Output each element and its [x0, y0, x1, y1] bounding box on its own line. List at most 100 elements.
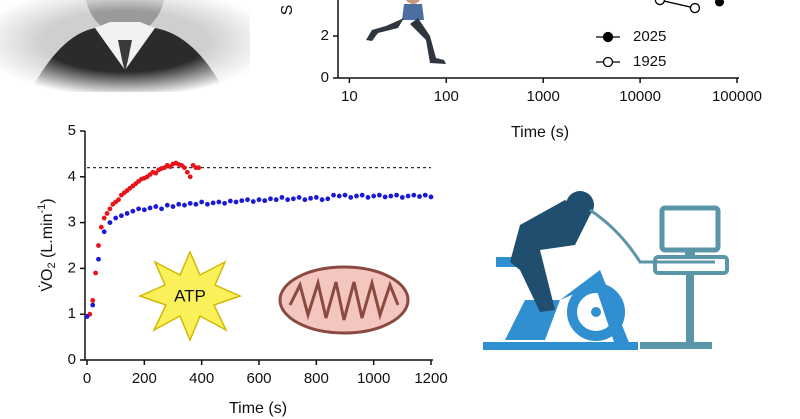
data-point — [216, 199, 222, 205]
x-tick-label: 800 — [304, 370, 329, 387]
data-point — [359, 192, 365, 198]
data-point — [187, 200, 193, 206]
data-point — [153, 170, 159, 176]
legend-marker — [602, 56, 614, 68]
data-point — [96, 243, 101, 248]
data-point — [689, 2, 701, 14]
y-axis-label-part: -1 — [36, 204, 48, 214]
data-point — [291, 196, 296, 202]
mitochondrion-icon — [278, 265, 410, 335]
legend-label: 2025 — [633, 28, 666, 45]
data-point — [124, 211, 130, 216]
data-point — [715, 0, 725, 7]
x-tick-label: 0 — [83, 370, 91, 387]
y-axis-label: S — [279, 5, 296, 16]
y-tick-label: 3 — [68, 214, 76, 231]
x-tick-label: 100 — [434, 88, 459, 105]
cyclist-icon — [483, 191, 729, 350]
data-point — [313, 195, 319, 200]
y-axis-label-part: ) — [39, 198, 56, 203]
data-point — [388, 193, 394, 199]
data-point — [199, 199, 205, 205]
data-point — [164, 202, 170, 208]
data-point — [90, 302, 96, 308]
x-axis-label: Time (s) — [229, 400, 287, 417]
y-tick-label: 1 — [68, 305, 76, 322]
data-point — [153, 204, 159, 209]
data-point — [119, 213, 124, 219]
data-point — [96, 256, 101, 262]
data-point — [342, 192, 348, 198]
x-tick-label: 600 — [246, 370, 271, 387]
data-point — [302, 197, 308, 203]
data-point — [296, 195, 302, 200]
y-tick-label: 2 — [68, 259, 76, 276]
data-line — [659, 0, 696, 9]
data-point — [382, 194, 388, 200]
y-axis-label-part: 2 — [46, 262, 58, 268]
legend-marker — [602, 31, 614, 43]
data-point — [176, 201, 182, 207]
atp-star — [137, 250, 243, 342]
data-point — [184, 169, 190, 175]
x-tick-label: 100000 — [712, 88, 762, 105]
data-point — [245, 197, 250, 203]
data-point — [233, 199, 239, 205]
data-point — [428, 194, 434, 200]
data-point — [336, 193, 342, 199]
data-point — [250, 199, 256, 204]
portrait-photo — [0, 0, 250, 92]
data-point — [405, 193, 411, 199]
data-point — [182, 165, 187, 171]
data-point — [325, 196, 331, 202]
data-point — [193, 201, 199, 207]
data-point — [377, 192, 382, 198]
data-point — [331, 192, 336, 198]
x-tick-label: 1000 — [527, 88, 560, 105]
y-tick-label: 5 — [68, 122, 76, 139]
data-point — [136, 206, 142, 212]
data-point — [84, 314, 90, 319]
data-point — [319, 197, 325, 203]
x-tick-label: 400 — [189, 370, 214, 387]
data-point — [196, 165, 202, 171]
data-point — [411, 192, 417, 198]
data-point — [417, 194, 422, 199]
data-point — [101, 229, 107, 235]
data-point — [116, 197, 121, 203]
runner-icon — [366, 0, 446, 64]
x-tick-label: 10000 — [619, 88, 661, 105]
legend-label: 1925 — [633, 53, 666, 70]
y-tick-label: 2 — [321, 27, 329, 44]
data-point — [210, 200, 216, 206]
data-point — [422, 192, 428, 198]
data-point — [98, 224, 104, 230]
data-point — [182, 202, 187, 208]
y-axis-label-part: (L.min — [39, 213, 56, 262]
data-point — [107, 220, 113, 226]
data-point — [93, 270, 98, 276]
data-point — [130, 208, 136, 214]
data-point — [147, 205, 153, 211]
data-point — [399, 195, 405, 200]
data-point — [308, 195, 313, 201]
data-point — [222, 200, 228, 206]
data-point — [107, 206, 113, 212]
data-point — [227, 198, 233, 204]
x-tick-label: 1000 — [357, 370, 390, 387]
data-point — [654, 0, 666, 6]
data-point — [371, 193, 377, 199]
y-axis-label-part: V̇O — [38, 269, 56, 292]
data-point — [354, 193, 359, 199]
data-point — [170, 204, 176, 209]
x-axis-label: Time (s) — [511, 124, 569, 141]
data-point — [239, 198, 245, 204]
y-tick-label: 0 — [321, 69, 329, 86]
x-tick-label: 10 — [341, 88, 358, 105]
data-point — [273, 197, 279, 203]
data-point — [101, 215, 107, 221]
data-point — [268, 196, 273, 202]
data-point — [90, 298, 96, 303]
data-point — [113, 215, 119, 221]
